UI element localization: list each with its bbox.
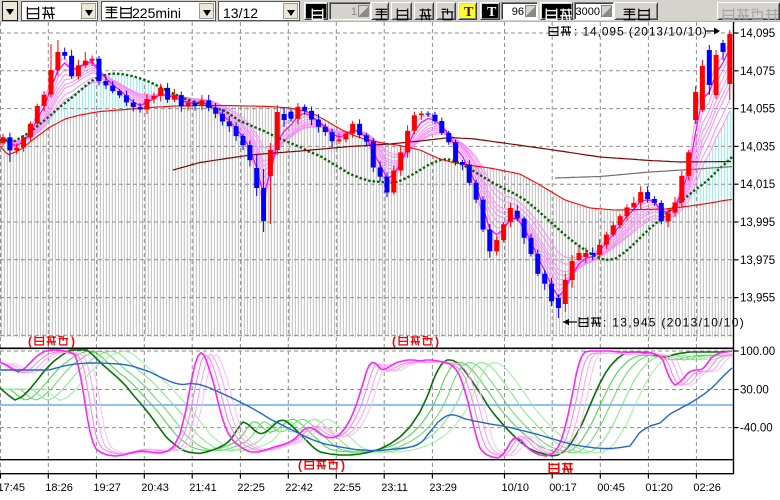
svg-text:21:41: 21:41 [189,482,217,494]
svg-text:14,035: 14,035 [740,141,775,153]
svg-text:): ) [435,335,439,349]
svg-text:13,995: 13,995 [740,217,775,229]
svg-text:18:26: 18:26 [45,482,73,494]
svg-text:14,075: 14,075 [740,66,775,78]
svg-text:22:42: 22:42 [285,482,313,494]
svg-text:14,055: 14,055 [740,104,775,116]
svg-text:02:26: 02:26 [693,482,721,494]
svg-text:13,955: 13,955 [740,293,775,305]
svg-text:00:17: 00:17 [549,482,577,494]
svg-text:22:25: 22:25 [237,482,265,494]
svg-text:(: ( [392,335,396,349]
svg-text:13,975: 13,975 [740,255,775,267]
svg-text:): ) [341,459,345,473]
svg-text:01:20: 01:20 [645,482,673,494]
svg-text:30.00: 30.00 [740,385,769,397]
svg-text:23:29: 23:29 [429,482,457,494]
svg-text:20:43: 20:43 [141,482,169,494]
svg-text:: 14,095 (2013/10/10): : 14,095 (2013/10/10) [574,25,708,39]
svg-text:100.00: 100.00 [740,346,775,358]
svg-text:): ) [71,335,75,349]
svg-text:23:11: 23:11 [381,482,408,494]
svg-text:17:45: 17:45 [0,482,25,494]
svg-text:19:27: 19:27 [93,482,121,494]
svg-text:(: ( [298,459,302,473]
svg-text:14,095: 14,095 [740,28,775,40]
svg-text:14,015: 14,015 [740,179,775,191]
svg-text:(: ( [28,335,32,349]
svg-text:: 13,945 (2013/10/10): : 13,945 (2013/10/10) [603,316,745,330]
svg-text:-40.00: -40.00 [740,423,773,435]
svg-text:10/10: 10/10 [502,482,530,494]
svg-text:22:55: 22:55 [333,482,361,494]
svg-text:00:45: 00:45 [597,482,625,494]
